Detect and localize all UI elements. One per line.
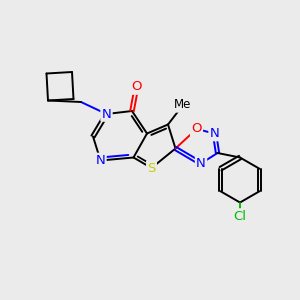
Text: Me: Me [174,98,192,112]
Text: O: O [191,122,202,136]
Text: N: N [96,154,105,167]
Text: N: N [210,127,219,140]
Text: Cl: Cl [233,209,247,223]
Text: O: O [131,80,142,94]
Text: N: N [196,157,206,170]
Text: N: N [102,107,111,121]
Text: S: S [147,161,156,175]
